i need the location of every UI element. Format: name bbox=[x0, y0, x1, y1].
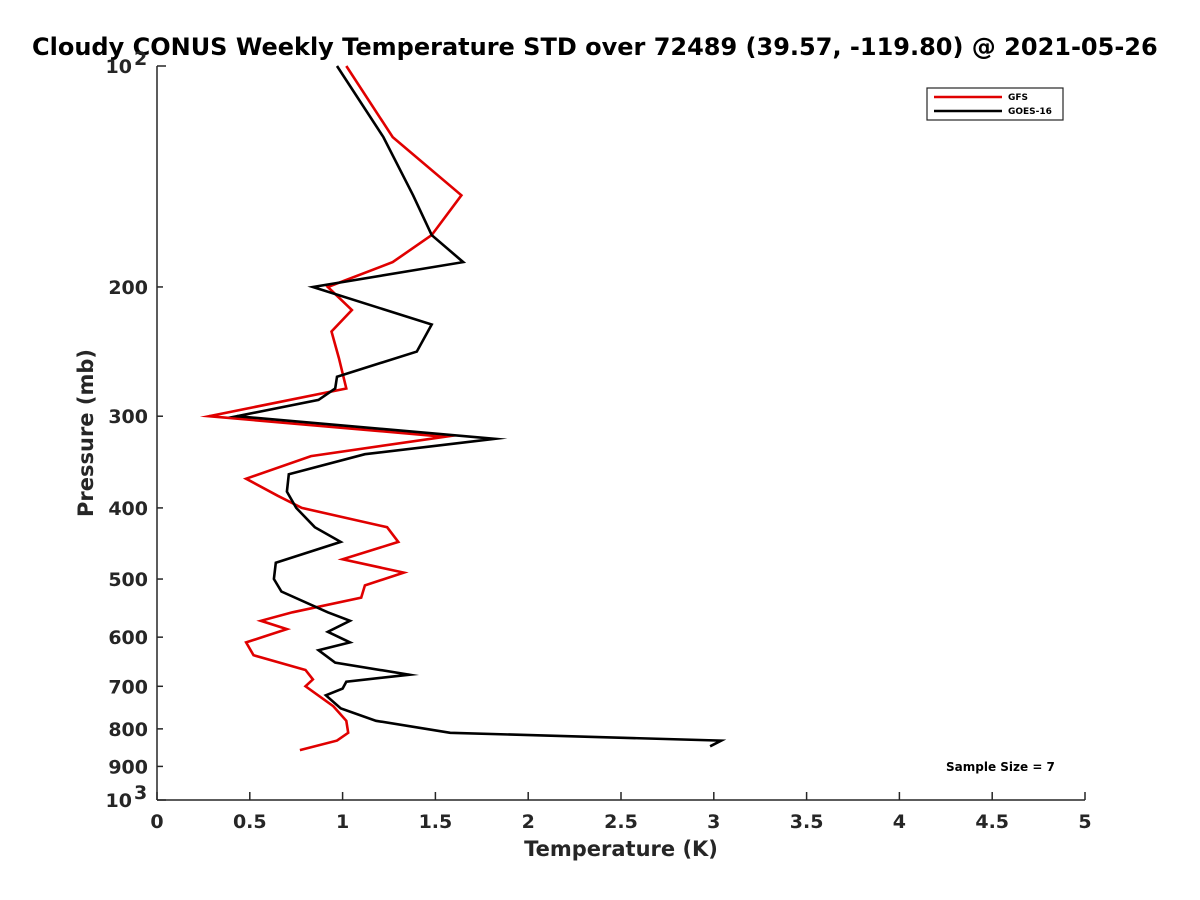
x-tick-label: 0.5 bbox=[233, 811, 267, 833]
x-tick-label: 3.5 bbox=[790, 811, 824, 833]
series-line-gfs bbox=[199, 65, 464, 752]
y-tick-label: 800 bbox=[108, 719, 148, 741]
x-tick-label: 3 bbox=[707, 811, 720, 833]
axes bbox=[156, 66, 1085, 801]
legend-box bbox=[926, 87, 1064, 121]
y-tick-label: 10 bbox=[106, 790, 132, 812]
x-ticks: 0 0.5 1 1.5 2 2.5 3 3.5 4 4.5 5 bbox=[150, 792, 1092, 833]
y-tick-exponent: 3 bbox=[134, 782, 147, 804]
y-tick-label: 500 bbox=[108, 569, 148, 591]
x-tick-label: 0 bbox=[150, 811, 163, 833]
legend: GFS GOES-16 bbox=[926, 87, 1064, 121]
y-tick-label: 600 bbox=[108, 627, 148, 649]
x-tick-label: 4.5 bbox=[975, 811, 1009, 833]
y-tick-exponent: 2 bbox=[134, 48, 147, 70]
x-tick-label: 1.5 bbox=[419, 811, 453, 833]
x-tick-label: 5 bbox=[1078, 811, 1091, 833]
y-tick-label: 900 bbox=[108, 756, 148, 778]
chart-title: Cloudy CONUS Weekly Temperature STD over… bbox=[32, 33, 1158, 61]
sample-size-annotation: Sample Size = 7 bbox=[946, 760, 1055, 774]
x-axis-label: Temperature (K) bbox=[524, 837, 718, 861]
series-line-goes-16 bbox=[227, 65, 727, 748]
x-tick-label: 1 bbox=[336, 811, 349, 833]
legend-label-goes16: GOES-16 bbox=[1008, 107, 1052, 117]
y-tick-label: 200 bbox=[108, 277, 148, 299]
y-tick-label: 700 bbox=[108, 676, 148, 698]
y-tick-label: 300 bbox=[108, 406, 148, 428]
y-axis-label: Pressure (mb) bbox=[74, 349, 98, 517]
x-tick-label: 2.5 bbox=[604, 811, 638, 833]
y-tick-label: 400 bbox=[108, 498, 148, 520]
plot-area bbox=[199, 65, 727, 752]
x-tick-label: 4 bbox=[893, 811, 906, 833]
x-tick-label: 2 bbox=[522, 811, 535, 833]
legend-label-gfs: GFS bbox=[1008, 93, 1028, 103]
y-tick-label: 10 bbox=[106, 56, 132, 78]
